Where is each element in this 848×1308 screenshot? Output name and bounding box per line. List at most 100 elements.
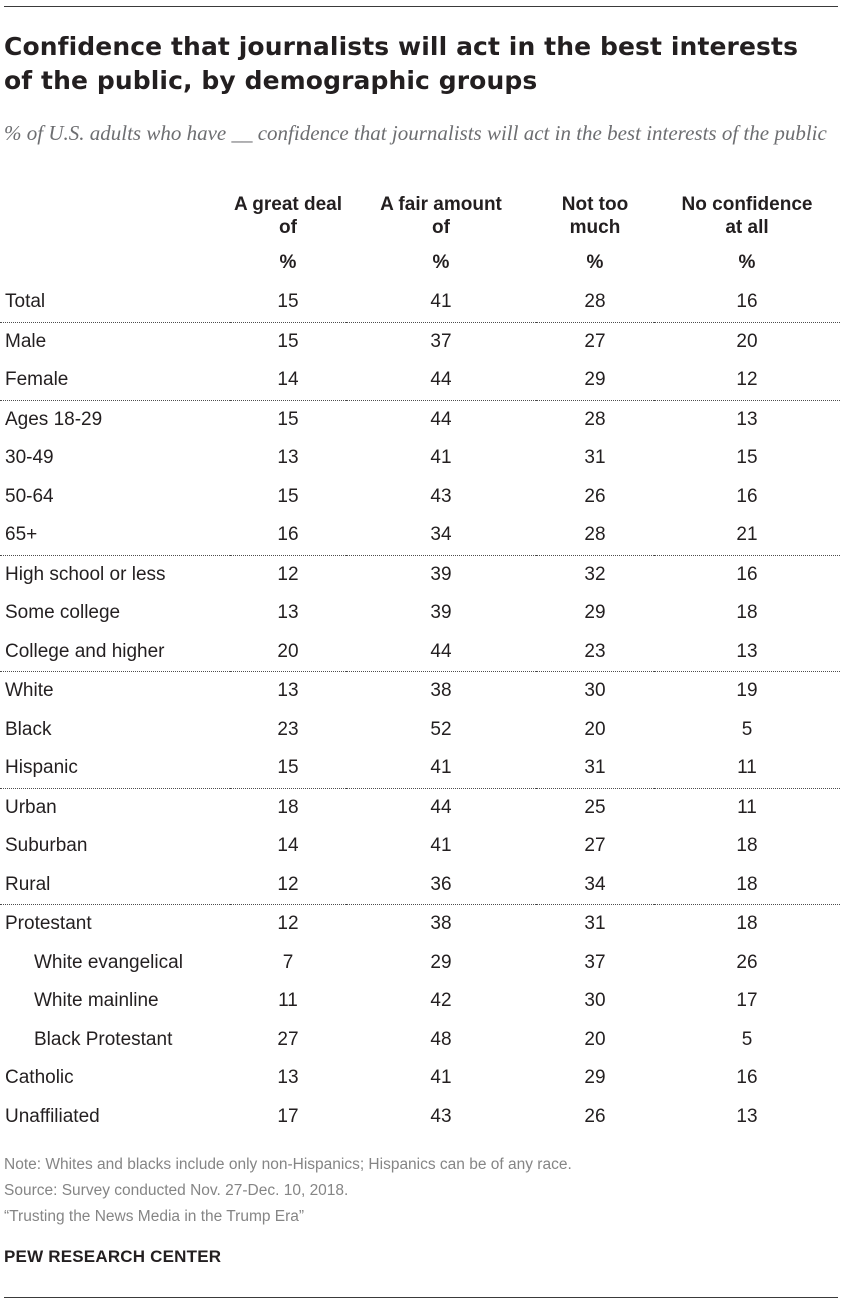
cell-value: 31 bbox=[536, 904, 654, 944]
row-label: Suburban bbox=[5, 835, 88, 857]
cell-value: 13 bbox=[736, 640, 758, 662]
table-row: Hispanic 15 41 31 11 bbox=[0, 749, 840, 788]
unit-label: % bbox=[432, 252, 450, 273]
cell-value: 28 bbox=[584, 291, 606, 313]
cell-value: 12 bbox=[277, 873, 299, 895]
cell-value: 27 bbox=[277, 1028, 299, 1050]
cell-value: 28 bbox=[584, 524, 606, 546]
column-header-line: at all bbox=[725, 217, 769, 238]
cell-value: 38 bbox=[346, 904, 536, 944]
cell-value: 20 bbox=[584, 718, 606, 740]
unit-label: % bbox=[586, 252, 604, 273]
table-row: Some college 13 39 29 18 bbox=[0, 594, 840, 633]
note-text: Note: Whites and blacks include only non… bbox=[4, 1156, 572, 1173]
table-row: Male 15 37 27 20 bbox=[0, 321, 840, 361]
cell-value: 18 bbox=[736, 873, 758, 895]
chart-subtitle: % of U.S. adults who have __ confidence … bbox=[4, 121, 827, 145]
column-header-line: of bbox=[432, 217, 450, 238]
column-header-line: No confidence bbox=[681, 194, 813, 215]
cell-value: 13 bbox=[230, 671, 346, 711]
cell-value: 13 bbox=[277, 447, 299, 469]
cell-value: 27 bbox=[536, 321, 654, 361]
row-label: Hispanic bbox=[5, 757, 78, 779]
cell-value: 19 bbox=[654, 671, 840, 711]
bottom-rule bbox=[4, 1297, 838, 1298]
row-label: White mainline bbox=[34, 990, 159, 1012]
row-label: 65+ bbox=[5, 524, 38, 546]
cell-value: 29 bbox=[430, 951, 452, 973]
row-label: 30-49 bbox=[5, 447, 54, 469]
cell-value: 14 bbox=[277, 835, 299, 857]
confidence-table: A great deal of A fair amount of Not too… bbox=[0, 193, 840, 1136]
cell-value: 15 bbox=[230, 321, 346, 361]
cell-value: 12 bbox=[736, 369, 758, 391]
cell-value: 39 bbox=[430, 602, 452, 624]
table-row: Urban 18 44 25 11 bbox=[0, 787, 840, 827]
cell-value: 18 bbox=[736, 835, 758, 857]
table-row: 65+ 16 34 28 21 bbox=[0, 516, 840, 555]
footnotes: Note: Whites and blacks include only non… bbox=[4, 1152, 834, 1230]
row-label: Ages 18-29 bbox=[0, 399, 230, 439]
cell-value: 43 bbox=[430, 485, 452, 507]
cell-value: 41 bbox=[430, 1067, 452, 1089]
table-row: Female 14 44 29 12 bbox=[0, 361, 840, 400]
table-row: 50-64 15 43 26 16 bbox=[0, 478, 840, 517]
cell-value: 29 bbox=[584, 602, 606, 624]
column-header-line: A fair amount bbox=[380, 194, 502, 215]
cell-value: 26 bbox=[584, 485, 606, 507]
table-row: Ages 18-29 15 44 28 13 bbox=[0, 399, 840, 439]
cell-value: 16 bbox=[277, 524, 299, 546]
top-rule bbox=[4, 6, 838, 7]
cell-value: 13 bbox=[277, 1067, 299, 1089]
table-row: Rural 12 36 34 18 bbox=[0, 866, 840, 905]
cell-value: 34 bbox=[430, 524, 452, 546]
cell-value: 11 bbox=[278, 990, 298, 1012]
cell-value: 41 bbox=[430, 447, 452, 469]
column-header-line: much bbox=[569, 217, 621, 238]
table-row: Total 15 41 28 16 bbox=[0, 283, 840, 322]
cell-value: 20 bbox=[584, 1028, 606, 1050]
cell-value: 52 bbox=[430, 718, 452, 740]
cell-value: 20 bbox=[654, 321, 840, 361]
row-label: Black Protestant bbox=[34, 1028, 173, 1050]
cell-value: 5 bbox=[741, 1028, 753, 1050]
table-row: Catholic 13 41 29 16 bbox=[0, 1059, 840, 1098]
column-header-no-confidence: No confidence at all bbox=[654, 193, 840, 243]
table-row: White 13 38 30 19 bbox=[0, 671, 840, 711]
row-label: College and higher bbox=[5, 640, 165, 662]
cell-value: 17 bbox=[736, 990, 758, 1012]
cell-value: 31 bbox=[584, 757, 606, 779]
table-row: Unaffiliated 17 43 26 13 bbox=[0, 1098, 840, 1137]
column-header-great-deal: A great deal of bbox=[230, 193, 346, 243]
unit-label: % bbox=[738, 252, 756, 273]
cell-value: 48 bbox=[430, 1028, 452, 1050]
cell-value: 28 bbox=[536, 399, 654, 439]
cell-value: 16 bbox=[736, 291, 758, 313]
row-label: Unaffiliated bbox=[5, 1105, 100, 1127]
cell-value: 17 bbox=[277, 1105, 299, 1127]
cell-value: 29 bbox=[584, 369, 606, 391]
table-body: Total 15 41 28 16 Male 15 37 27 20 Female 14 44 29 12 A… bbox=[0, 283, 840, 1136]
cell-value: 13 bbox=[736, 1105, 758, 1127]
chart-title: Confidence that journalists will act in … bbox=[4, 32, 799, 95]
cell-value: 7 bbox=[282, 951, 294, 973]
row-label: White bbox=[0, 671, 230, 711]
cell-value: 37 bbox=[346, 321, 536, 361]
table-row: High school or less 12 39 32 16 bbox=[0, 554, 840, 594]
cell-value: 26 bbox=[584, 1105, 606, 1127]
table-row: White mainline 11 42 30 17 bbox=[0, 982, 840, 1021]
cell-value: 25 bbox=[536, 787, 654, 827]
table-row: Black Protestant 27 48 20 5 bbox=[0, 1021, 840, 1060]
cell-value: 41 bbox=[430, 757, 452, 779]
column-header-fair-amount: A fair amount of bbox=[346, 193, 536, 243]
cell-value: 27 bbox=[584, 835, 606, 857]
column-header-line: Not too bbox=[561, 194, 629, 215]
report-title: “Trusting the News Media in the Trump Er… bbox=[4, 1208, 305, 1225]
cell-value: 23 bbox=[584, 640, 606, 662]
table-row: Suburban 14 41 27 18 bbox=[0, 827, 840, 866]
cell-value: 13 bbox=[654, 399, 840, 439]
cell-value: 15 bbox=[230, 399, 346, 439]
cell-value: 11 bbox=[654, 787, 840, 827]
cell-value: 37 bbox=[584, 951, 606, 973]
table-row: Protestant 12 38 31 18 bbox=[0, 904, 840, 944]
